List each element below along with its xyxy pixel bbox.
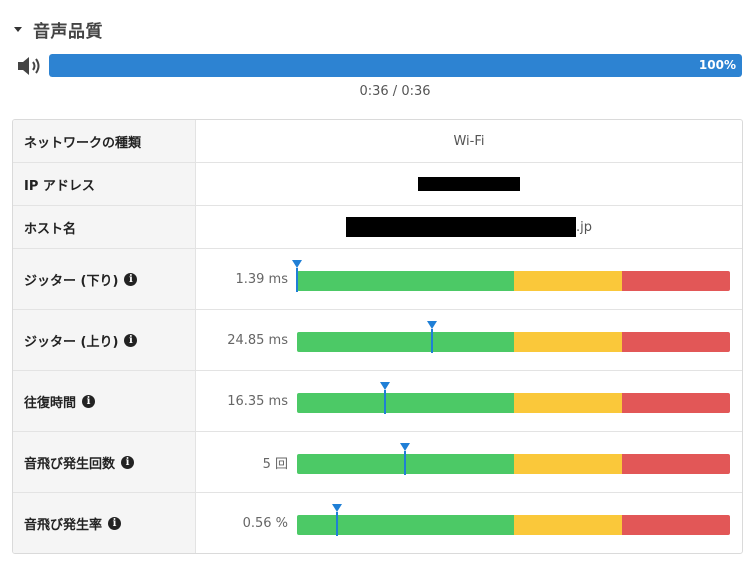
quality-gauge <box>292 260 730 292</box>
network-type-value: Wi-Fi <box>453 133 485 149</box>
metric-label: ジッター (上り) <box>24 334 119 350</box>
gauge-marker <box>331 504 343 536</box>
metric-row: ジッター (上り) i 24.85 ms <box>13 310 742 371</box>
gauge-bad-segment <box>622 332 730 352</box>
metric-label: 音飛び発生率 <box>24 517 103 533</box>
info-icon[interactable]: i <box>121 455 135 469</box>
progress-percent: 100% <box>698 58 736 72</box>
metric-row: 音飛び発生率 i 0.56 % <box>13 493 742 553</box>
metric-value: 0.56 % <box>242 515 288 531</box>
metric-label: 往復時間 <box>24 395 77 411</box>
row-label: ホスト名 <box>13 206 196 248</box>
metric-value: 24.85 ms <box>227 332 288 348</box>
redacted-hostname <box>346 217 576 237</box>
gauge-bad-segment <box>622 515 730 535</box>
progress-bar[interactable]: 100% <box>49 54 742 77</box>
gauge-good-segment <box>297 271 514 291</box>
gauge-warn-segment <box>514 271 622 291</box>
gauge-bad-segment <box>622 454 730 474</box>
gauge-marker <box>399 443 411 475</box>
metric-value: 1.39 ms <box>235 271 288 287</box>
section-toggle[interactable]: 音声品質 <box>14 16 103 42</box>
gauge-bad-segment <box>622 393 730 413</box>
metric-row: 往復時間 i 16.35 ms <box>13 371 742 432</box>
row-label: IP アドレス <box>13 163 196 205</box>
gauge-marker <box>426 321 438 353</box>
gauge-warn-segment <box>514 393 622 413</box>
gauge-marker <box>379 382 391 414</box>
metric-value: 16.35 ms <box>227 393 288 409</box>
quality-gauge <box>297 382 730 414</box>
gauge-warn-segment <box>514 454 622 474</box>
speaker-icon[interactable] <box>16 54 44 78</box>
info-icon[interactable]: i <box>124 333 138 347</box>
hostname-suffix: .jp <box>576 219 592 235</box>
info-icon[interactable]: i <box>82 394 96 408</box>
audio-player: 100% <box>16 54 742 78</box>
quality-gauge <box>297 504 730 536</box>
table-row: ホスト名 .jp <box>13 206 742 249</box>
row-label: ネットワークの種類 <box>13 120 196 162</box>
gauge-warn-segment <box>514 332 622 352</box>
gauge-warn-segment <box>514 515 622 535</box>
quality-gauge <box>297 443 730 475</box>
playback-time: 0:36 / 0:36 <box>359 84 431 99</box>
info-icon[interactable]: i <box>124 272 138 286</box>
gauge-good-segment <box>297 515 514 535</box>
quality-gauge <box>297 321 730 353</box>
caret-down-icon <box>14 26 22 32</box>
metric-value: 5 回 <box>262 456 288 472</box>
table-row: IP アドレス <box>13 163 742 206</box>
table-row: ネットワークの種類 Wi-Fi <box>13 120 742 163</box>
gauge-good-segment <box>297 332 514 352</box>
metric-row: ジッター (下り) i 1.39 ms <box>13 249 742 310</box>
gauge-bad-segment <box>622 271 730 291</box>
metric-row: 音飛び発生回数 i 5 回 <box>13 432 742 493</box>
info-icon[interactable]: i <box>108 516 122 530</box>
metric-label: 音飛び発生回数 <box>24 456 116 472</box>
redacted-ip <box>418 177 520 191</box>
gauge-marker <box>291 260 303 292</box>
section-title: 音声品質 <box>33 21 103 42</box>
gauge-good-segment <box>297 393 514 413</box>
quality-table: ネットワークの種類 Wi-Fi IP アドレス ホスト名 .jp ジッター (下… <box>12 119 743 554</box>
metric-label: ジッター (下り) <box>24 273 119 289</box>
progress-fill <box>49 54 742 77</box>
